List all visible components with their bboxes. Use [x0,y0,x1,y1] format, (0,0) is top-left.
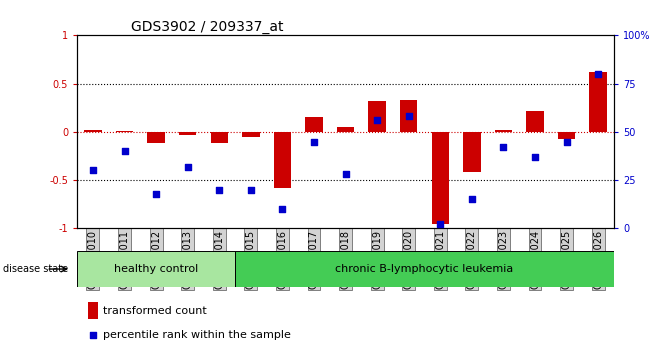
Point [403,114,414,119]
Bar [77,251,235,287]
Bar [88,302,97,319]
Bar [274,132,291,188]
Point [277,206,288,212]
Bar [235,251,614,287]
Bar [116,131,134,132]
Bar [242,132,260,137]
Point [151,191,162,196]
Bar [337,127,354,132]
Point [183,164,193,170]
Point [119,148,130,154]
Text: chronic B-lymphocytic leukemia: chronic B-lymphocytic leukemia [336,264,513,274]
Point [498,144,509,150]
Point [309,139,319,144]
Bar [400,100,417,132]
Point [561,139,572,144]
Point [435,222,446,227]
Text: disease state: disease state [3,264,68,274]
Bar [368,101,386,132]
Text: percentile rank within the sample: percentile rank within the sample [103,330,291,340]
Point [529,154,540,160]
Bar [431,132,449,223]
Bar [179,132,197,135]
Point [88,167,99,173]
Point [592,71,603,77]
Text: healthy control: healthy control [114,264,198,274]
Point [340,171,351,177]
Bar [211,132,228,143]
Point [466,196,477,202]
Bar [148,132,165,143]
Bar [463,132,480,172]
Point [87,332,98,338]
Bar [495,130,512,132]
Bar [590,72,607,132]
Point [214,187,225,193]
Text: GDS3902 / 209337_at: GDS3902 / 209337_at [131,21,283,34]
Bar [526,111,544,132]
Text: transformed count: transformed count [103,306,207,316]
Bar [305,118,323,132]
Point [246,187,256,193]
Point [372,118,382,123]
Bar [85,130,101,132]
Bar [558,132,575,139]
